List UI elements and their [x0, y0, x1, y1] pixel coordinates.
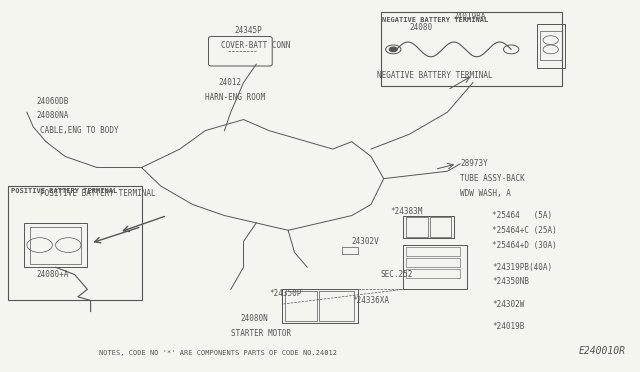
Text: 24080NA: 24080NA — [36, 111, 69, 121]
Bar — [319, 291, 354, 321]
Text: *24383M: *24383M — [390, 207, 422, 217]
Text: 24345P: 24345P — [234, 26, 262, 35]
Text: *25464+D (30A): *25464+D (30A) — [492, 241, 557, 250]
Text: *25464   (5A): *25464 (5A) — [492, 211, 552, 220]
Bar — [24, 223, 88, 267]
Text: STARTER MOTOR: STARTER MOTOR — [231, 329, 291, 338]
Text: POSITIVE BATTERY TERMINAL: POSITIVE BATTERY TERMINAL — [11, 188, 117, 194]
Text: TUBE ASSY-BACK: TUBE ASSY-BACK — [460, 174, 525, 183]
Bar — [406, 269, 460, 278]
Bar — [403, 245, 467, 289]
Text: 24060DB: 24060DB — [36, 97, 69, 106]
Text: 28973Y: 28973Y — [460, 159, 488, 169]
Text: *24350NB: *24350NB — [492, 278, 529, 286]
Bar — [282, 289, 358, 323]
Text: 24302V: 24302V — [352, 237, 380, 246]
Text: CABLE,ENG TO BODY: CABLE,ENG TO BODY — [40, 126, 118, 135]
Bar — [30, 227, 81, 263]
Bar — [429, 217, 451, 237]
Bar — [540, 31, 561, 61]
Bar — [406, 258, 460, 267]
Text: *25464+C (25A): *25464+C (25A) — [492, 226, 557, 235]
Text: 24080N: 24080N — [241, 314, 268, 323]
Text: *24350P: *24350P — [269, 289, 301, 298]
Text: NEGATIVE BATTERY TERMINAL: NEGATIVE BATTERY TERMINAL — [382, 17, 488, 23]
Bar — [403, 215, 454, 238]
Text: WDW WASH, A: WDW WASH, A — [460, 189, 511, 198]
Bar — [342, 247, 358, 254]
Bar — [537, 23, 564, 68]
Text: COVER-BATT CONN: COVER-BATT CONN — [221, 41, 291, 50]
Text: 24012: 24012 — [218, 78, 241, 87]
Text: SEC.252: SEC.252 — [381, 270, 413, 279]
Text: NOTES, CODE NO '*' ARE COMPONENTS PARTS OF CODE NO.24012: NOTES, CODE NO '*' ARE COMPONENTS PARTS … — [99, 350, 337, 356]
Text: *24019B: *24019B — [492, 322, 524, 331]
Text: 24080: 24080 — [409, 23, 433, 32]
Text: *24319PB(40A): *24319PB(40A) — [492, 263, 552, 272]
Text: E240010R: E240010R — [579, 346, 626, 356]
Circle shape — [390, 47, 397, 52]
Text: *24302W: *24302W — [492, 300, 524, 309]
Text: 24019BA: 24019BA — [454, 12, 486, 21]
Bar — [406, 247, 460, 256]
Bar — [406, 217, 428, 237]
Bar — [285, 291, 317, 321]
Text: *24336XA: *24336XA — [352, 296, 389, 305]
Text: HARN-ENG ROOM: HARN-ENG ROOM — [205, 93, 266, 102]
Text: NEGATIVE BATTERY TERMINAL: NEGATIVE BATTERY TERMINAL — [378, 71, 493, 80]
Text: POSITIVE BATTERY TERMINAL: POSITIVE BATTERY TERMINAL — [40, 189, 156, 198]
Text: 24080+A: 24080+A — [36, 270, 69, 279]
